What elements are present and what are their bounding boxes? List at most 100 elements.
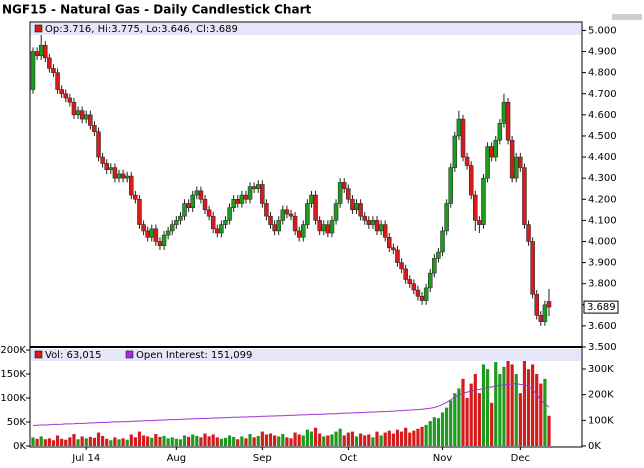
- volume-bar: [289, 438, 293, 446]
- candle-body: [518, 156, 523, 168]
- volume-bar: [453, 393, 457, 446]
- candle-body: [337, 182, 343, 204]
- candle-body: [190, 194, 195, 208]
- volume-bar: [43, 439, 47, 446]
- candle-body: [493, 139, 499, 158]
- price-legend-band: [31, 23, 581, 35]
- volume-bar: [219, 438, 223, 446]
- chart-title: NGF15 - Natural Gas - Daily Candlestick …: [2, 3, 311, 17]
- volume-bar: [68, 437, 72, 446]
- candle-body: [63, 93, 69, 99]
- candle-body: [169, 224, 175, 232]
- volume-legend: Vol: 63,015: [45, 350, 102, 361]
- x-tick-label: Nov: [433, 453, 453, 464]
- candle-body: [243, 194, 249, 200]
- y-tick-label: 3.600: [588, 321, 617, 332]
- volume-bar: [101, 435, 105, 446]
- candle-body: [153, 228, 159, 242]
- candle-body: [202, 199, 208, 211]
- candle-body: [444, 203, 449, 232]
- volume-bar: [371, 437, 375, 446]
- candle-body: [325, 224, 331, 234]
- candle-body: [481, 177, 486, 225]
- candle-body: [358, 203, 363, 217]
- candle-body: [415, 289, 421, 297]
- volume-bar: [240, 436, 244, 446]
- volume-bar: [412, 430, 416, 446]
- candle-body: [407, 279, 413, 284]
- candle-body: [210, 215, 216, 230]
- x-tick-label: Sep: [253, 453, 272, 464]
- volume-bar: [522, 359, 527, 446]
- candle-body: [235, 199, 241, 204]
- volume-bar: [113, 437, 117, 446]
- candle-body: [464, 156, 470, 166]
- volume-bar: [408, 432, 412, 446]
- candle-body: [206, 209, 212, 217]
- candle-body: [260, 184, 265, 204]
- volume-bar: [354, 436, 359, 446]
- candle-body: [296, 230, 302, 238]
- candle-body: [178, 215, 183, 221]
- y-tick-label: 4.400: [588, 152, 617, 163]
- candle-body: [362, 215, 367, 221]
- candle-body: [116, 173, 122, 179]
- volume-bar: [248, 434, 252, 446]
- volume-bar: [346, 432, 350, 446]
- volume-bar: [162, 435, 166, 446]
- candle-body: [305, 203, 310, 225]
- ohlc-legend: Op:3.716, Hi:3.775, Lo:3.646, Cl:3.689: [45, 24, 238, 35]
- volume-bar: [203, 433, 207, 446]
- volume-bar: [359, 433, 363, 446]
- candle-body: [43, 44, 48, 59]
- oi-tick-label: 0K: [588, 441, 601, 452]
- volume-bar: [232, 436, 236, 446]
- volume-tick-label: 50K: [7, 417, 27, 428]
- volume-bar: [92, 437, 97, 446]
- y-tick-label: 4.100: [588, 215, 617, 226]
- volume-bar: [436, 418, 441, 446]
- candle-body: [145, 230, 150, 238]
- candle-body: [534, 293, 539, 316]
- volume-bar: [432, 417, 436, 446]
- candle-body: [124, 175, 130, 179]
- volume-bar: [387, 430, 391, 446]
- volume-bar: [117, 439, 121, 446]
- volume-bar: [518, 393, 522, 446]
- candle-body: [513, 156, 519, 179]
- volume-bar: [174, 438, 178, 446]
- volume-bar: [473, 374, 477, 446]
- volume-bar: [485, 369, 490, 446]
- y-tick-label: 3.500: [588, 342, 617, 353]
- candle-body: [391, 247, 396, 251]
- candle-body: [161, 234, 167, 246]
- candle-body: [403, 268, 408, 280]
- candle-body: [452, 135, 458, 168]
- y-tick-label: 3.800: [588, 279, 617, 290]
- candle-body: [215, 228, 220, 234]
- volume-bar: [293, 432, 297, 446]
- candle-body: [448, 167, 453, 204]
- volume-tick-label: 150K: [0, 369, 26, 380]
- candle-body: [526, 224, 531, 242]
- candle-body: [223, 220, 228, 225]
- candle-body: [165, 230, 171, 236]
- candle-body: [120, 173, 126, 179]
- candle-body: [149, 228, 155, 238]
- candle-body: [382, 224, 388, 238]
- candle-body: [186, 203, 191, 208]
- volume-bar: [395, 429, 400, 446]
- oi-legend-swatch: [125, 350, 134, 359]
- volume-bar: [334, 431, 338, 446]
- candle-body: [38, 44, 44, 57]
- volume-bar: [223, 437, 228, 446]
- candle-body: [497, 123, 503, 141]
- volume-bar: [342, 435, 346, 446]
- candle-body: [301, 224, 306, 238]
- volume-bar: [72, 434, 76, 446]
- volume-bar: [76, 439, 80, 446]
- candle-body: [468, 165, 474, 196]
- candle-body: [92, 125, 97, 132]
- volume-bar: [207, 436, 211, 446]
